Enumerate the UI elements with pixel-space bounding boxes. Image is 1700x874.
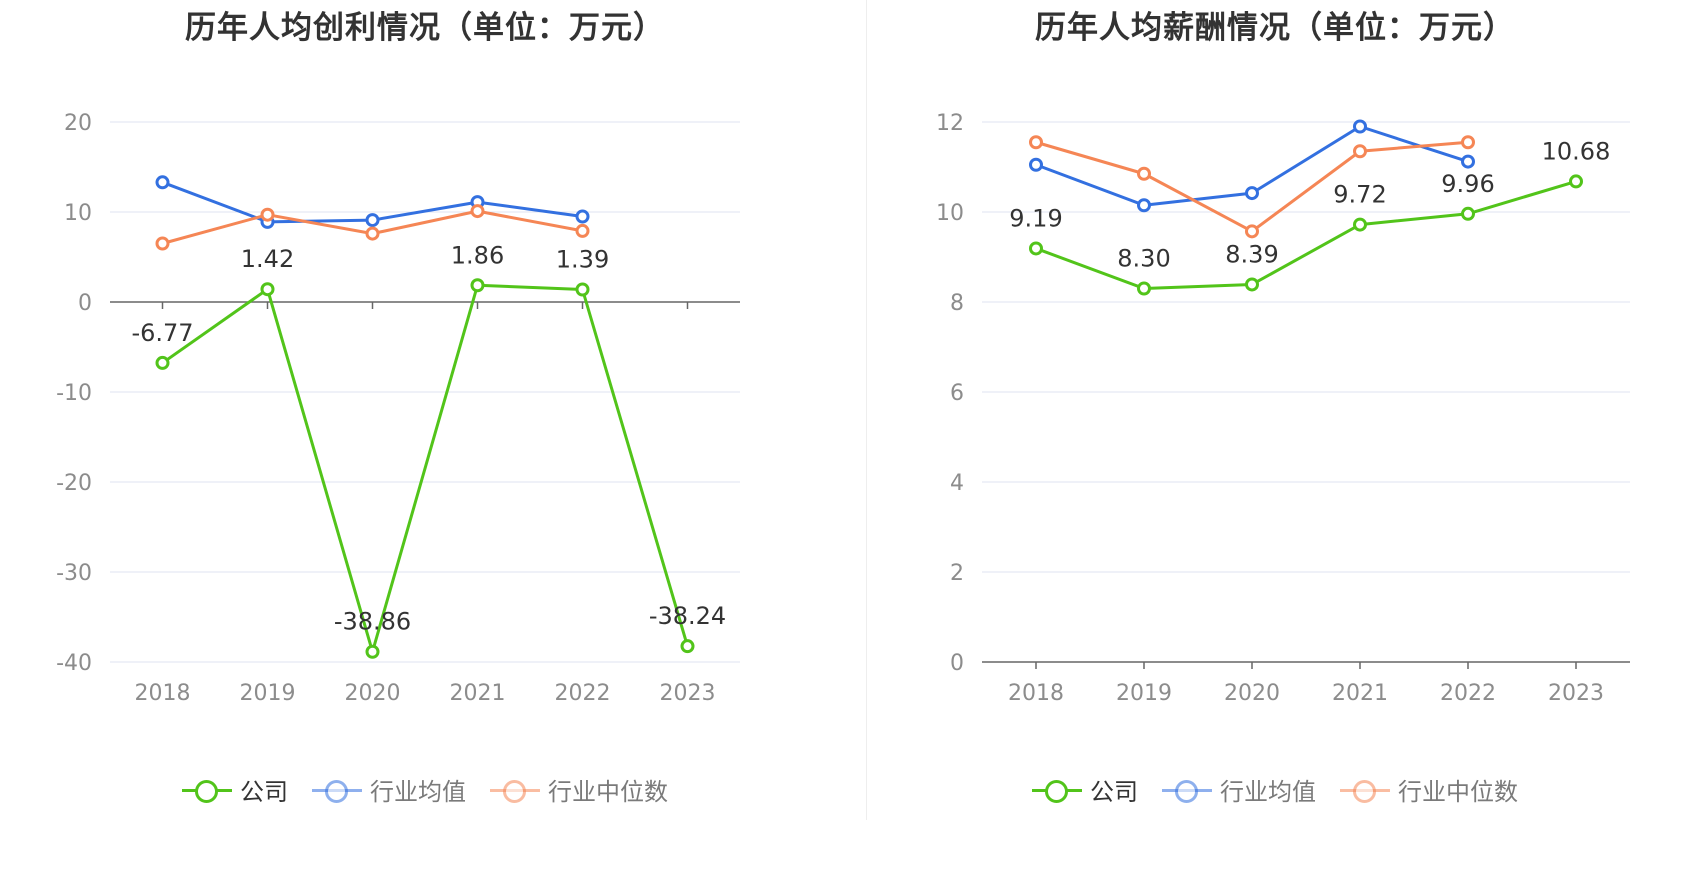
data-point-industry_avg[interactable] — [155, 175, 170, 190]
series-line-company — [1035, 179, 1577, 290]
data-point-industry_median[interactable] — [1029, 135, 1043, 150]
x-tick-label: 2019 — [240, 681, 296, 706]
chart-title: 历年人均薪酬情况（单位：万元） — [1035, 10, 1515, 46]
y-tick-label: 4 — [950, 471, 964, 496]
legend-label: 行业均值 — [370, 778, 466, 806]
legend-label: 行业中位数 — [548, 778, 668, 806]
x-tick-label: 2020 — [1224, 681, 1280, 706]
x-tick-label: 2020 — [345, 681, 401, 706]
chart-legend: 公司 行业均值 行业中位数 — [0, 772, 850, 807]
data-label: 1.42 — [241, 245, 294, 273]
y-tick-label: 10 — [936, 201, 964, 226]
data-point-industry_avg[interactable] — [575, 209, 590, 224]
legend-item-industry_median[interactable]: 行业中位数 — [490, 772, 668, 807]
data-label: -38.24 — [649, 602, 726, 630]
data-label: 8.30 — [1117, 245, 1170, 273]
data-point-company[interactable] — [680, 639, 695, 654]
circle-line-icon — [312, 778, 362, 803]
y-tick-label: 10 — [64, 201, 92, 226]
x-tick-label: 2021 — [1332, 681, 1388, 706]
series-line-company — [161, 283, 689, 654]
x-tick-label: 2019 — [1116, 681, 1172, 706]
data-point-company[interactable] — [1461, 206, 1475, 221]
x-tick-label: 2023 — [1548, 681, 1604, 706]
salary-chart-panel: 历年人均薪酬情况（单位：万元） 12 10 8 6 4 2 0 2018 2019 2020 202… — [850, 0, 1700, 874]
legend-item-company[interactable]: 公司 — [182, 772, 288, 807]
data-label: 10.68 — [1542, 137, 1611, 165]
data-label: 1.86 — [451, 241, 504, 269]
data-label: 9.96 — [1441, 170, 1494, 198]
data-point-company[interactable] — [575, 282, 590, 297]
y-tick-label: 8 — [950, 291, 964, 316]
legend-item-industry_avg[interactable]: 行业均值 — [312, 772, 466, 807]
data-label: -38.86 — [334, 608, 411, 636]
data-point-industry_median[interactable] — [1137, 166, 1151, 181]
data-point-industry_median[interactable] — [155, 236, 170, 251]
data-point-company[interactable] — [1029, 241, 1043, 256]
data-point-industry_avg[interactable] — [1461, 154, 1475, 169]
data-point-industry_median[interactable] — [260, 207, 275, 222]
data-point-industry_median[interactable] — [1461, 135, 1475, 150]
y-tick-label: -30 — [56, 561, 92, 586]
legend-label: 公司 — [240, 778, 288, 806]
legend-label: 公司 — [1090, 778, 1138, 806]
x-tick-label: 2021 — [450, 681, 506, 706]
profit-chart-panel: 历年人均创利情况（单位：万元） 20 10 0 -10 -20 -30 -40 2018 201… — [0, 10, 850, 807]
data-point-industry_median[interactable] — [1245, 224, 1259, 239]
data-label: 9.72 — [1333, 181, 1386, 209]
legend-item-industry_avg[interactable]: 行业均值 — [1162, 772, 1316, 807]
y-tick-label: 20 — [64, 111, 92, 136]
x-tick-label: 2023 — [660, 681, 716, 706]
circle-line-icon — [182, 778, 232, 803]
data-point-company[interactable] — [1137, 281, 1151, 296]
data-point-industry_avg[interactable] — [365, 213, 380, 228]
circle-line-icon — [1162, 778, 1212, 803]
y-tick-label: 0 — [950, 651, 964, 676]
data-point-company[interactable] — [260, 282, 275, 297]
data-point-company[interactable] — [1245, 277, 1259, 292]
y-tick-label: 12 — [936, 111, 964, 136]
data-point-company[interactable] — [1353, 217, 1367, 232]
data-point-industry_avg[interactable] — [1137, 198, 1151, 213]
data-point-industry_median[interactable] — [470, 204, 485, 219]
chart-legend: 公司 行业均值 行业中位数 — [850, 772, 1700, 807]
chart-title: 历年人均创利情况（单位：万元） — [185, 10, 665, 46]
data-point-industry_avg[interactable] — [1245, 186, 1259, 201]
salary-line-chart: 12 10 8 6 4 2 0 2018 2019 2020 2021 2022 2023 9.19 8.3… — [936, 111, 1630, 706]
data-label: 9.19 — [1009, 204, 1062, 232]
circle-line-icon — [1340, 778, 1390, 803]
y-tick-label: -20 — [56, 471, 92, 496]
y-tick-label: 2 — [950, 561, 964, 586]
data-point-company[interactable] — [1569, 174, 1583, 189]
data-point-company[interactable] — [470, 278, 485, 293]
data-point-industry_avg[interactable] — [1353, 119, 1367, 134]
x-tick-label: 2018 — [135, 681, 191, 706]
y-tick-label: 0 — [78, 291, 92, 316]
data-point-industry_median[interactable] — [1353, 144, 1367, 159]
legend-label: 行业中位数 — [1398, 778, 1518, 806]
data-point-company[interactable] — [365, 644, 380, 659]
legend-item-industry_median[interactable]: 行业中位数 — [1340, 772, 1518, 807]
y-tick-label: 6 — [950, 381, 964, 406]
x-tick-label: 2018 — [1008, 681, 1064, 706]
x-tick-label: 2022 — [555, 681, 611, 706]
data-point-company[interactable] — [155, 355, 170, 370]
profit-line-chart: 20 10 0 -10 -20 -30 -40 2018 2019 2020 2021 2022 202… — [56, 111, 740, 706]
data-point-industry_avg[interactable] — [1029, 157, 1043, 172]
legend-item-company[interactable]: 公司 — [1032, 772, 1138, 807]
legend-label: 行业均值 — [1220, 778, 1316, 806]
y-tick-label: -10 — [56, 381, 92, 406]
y-tick-label: -40 — [56, 651, 92, 676]
data-label: 1.39 — [556, 245, 609, 273]
circle-line-icon — [490, 778, 540, 803]
circle-line-icon — [1032, 778, 1082, 803]
panel-divider — [866, 0, 867, 820]
data-point-industry_median[interactable] — [575, 223, 590, 238]
x-tick-label: 2022 — [1440, 681, 1496, 706]
data-label: 8.39 — [1225, 240, 1278, 268]
data-point-industry_median[interactable] — [365, 226, 380, 241]
data-label: -6.77 — [131, 319, 193, 347]
